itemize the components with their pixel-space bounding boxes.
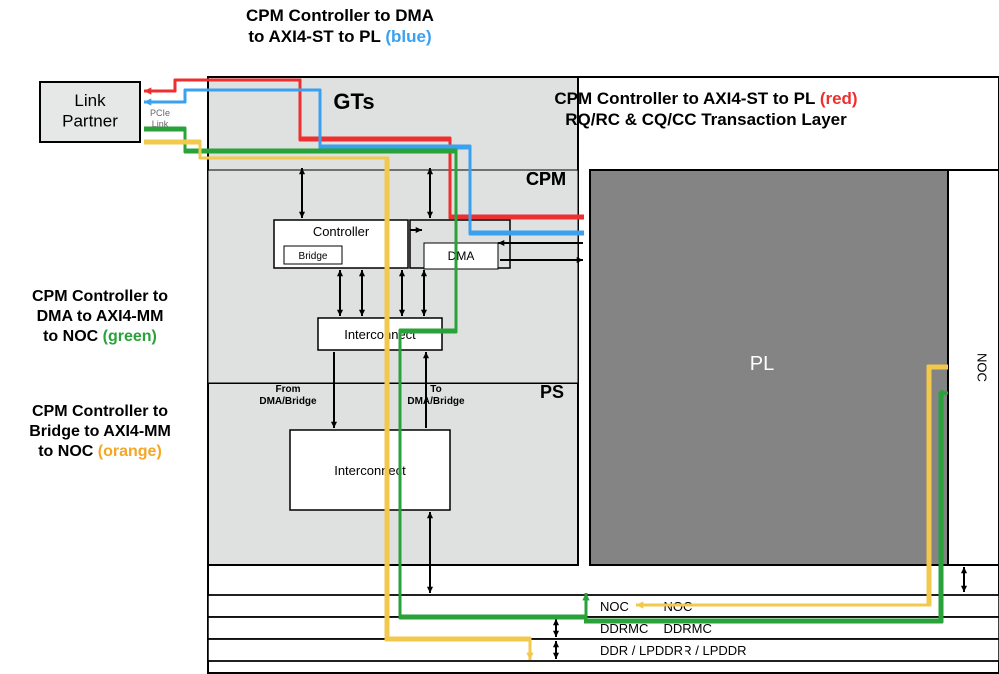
- caption-red-text: CPM Controller to AXI4-ST to PL: [554, 89, 815, 108]
- svg-text:DMA/Bridge: DMA/Bridge: [407, 396, 465, 407]
- svg-text:Controller: Controller: [313, 224, 370, 239]
- svg-text:Partner: Partner: [62, 111, 118, 130]
- svg-text:DDR / LPDDR: DDR / LPDDR: [600, 643, 683, 658]
- caption-orange-hl: (orange): [98, 443, 162, 460]
- pcie-link-label: PCIeLink: [142, 108, 178, 131]
- svg-text:Link: Link: [74, 91, 106, 110]
- caption-blue: CPM Controller to DMAto AXI4-ST to PL (b…: [180, 5, 500, 48]
- caption-orange: CPM Controller toBridge to AXI4-MMto NOC…: [10, 402, 190, 462]
- caption-green: CPM Controller toDMA to AXI4-MMto NOC (g…: [10, 287, 190, 347]
- svg-text:PS: PS: [540, 382, 564, 402]
- svg-text:NOC: NOC: [975, 353, 990, 382]
- svg-text:CPM: CPM: [526, 169, 566, 189]
- svg-text:GTs: GTs: [333, 89, 374, 114]
- svg-text:DMA: DMA: [448, 249, 475, 263]
- svg-text:Bridge: Bridge: [299, 251, 328, 262]
- svg-text:PL: PL: [750, 353, 774, 375]
- svg-text:To: To: [430, 384, 441, 395]
- svg-text:NOC: NOC: [600, 599, 629, 614]
- caption-red-sub: RQ/RC & CQ/CC Transaction Layer: [565, 110, 847, 129]
- svg-text:Interconnect: Interconnect: [334, 463, 406, 478]
- caption-red: CPM Controller to AXI4-ST to PL (red) RQ…: [506, 88, 906, 131]
- caption-green-hl: (green): [103, 328, 157, 345]
- svg-text:DMA/Bridge: DMA/Bridge: [259, 396, 317, 407]
- svg-text:From: From: [276, 384, 301, 395]
- caption-blue-hl: (blue): [385, 27, 431, 46]
- caption-red-hl: (red): [820, 89, 858, 108]
